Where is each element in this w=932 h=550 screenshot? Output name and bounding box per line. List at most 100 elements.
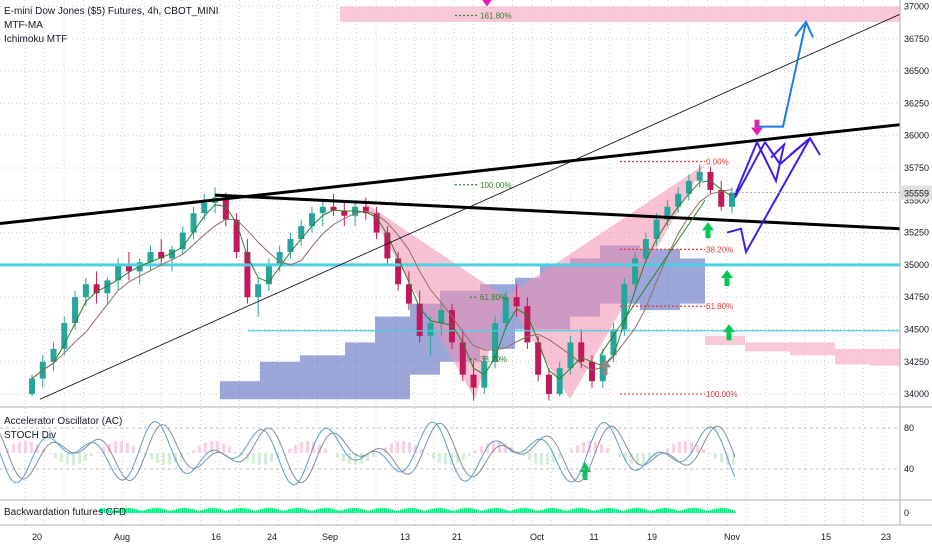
volume-bar xyxy=(550,508,552,513)
volume-bar xyxy=(354,508,356,513)
volume-bar xyxy=(482,510,484,513)
ac-histogram-bar xyxy=(438,453,441,463)
volume-bar xyxy=(224,510,226,513)
volume-bar xyxy=(162,508,164,513)
ichimoku-cloud xyxy=(220,381,260,400)
volume-bar xyxy=(230,509,232,513)
volume-bar xyxy=(262,508,264,513)
volume-bar xyxy=(584,508,586,513)
indicator-mtf-ma[interactable]: MTF-MA xyxy=(4,20,43,31)
volume-bar xyxy=(388,508,390,513)
volume-bar xyxy=(358,508,360,513)
volume-bar xyxy=(170,510,172,513)
volume-bar xyxy=(718,508,720,513)
ac-histogram-bar xyxy=(420,449,423,453)
candle-body xyxy=(416,303,423,336)
ac-histogram-bar xyxy=(258,453,261,465)
volume-bar xyxy=(102,508,104,513)
volume-bar xyxy=(512,509,514,513)
ac-histogram-bar xyxy=(432,453,435,460)
ac-histogram-bar xyxy=(486,443,489,453)
volume-bar xyxy=(310,510,312,513)
volume-bar xyxy=(312,510,314,513)
gray-up-arrow-icon xyxy=(602,367,608,376)
ichimoku-cloud xyxy=(300,355,345,400)
volume-bar xyxy=(600,509,602,513)
volume-bar xyxy=(380,508,382,513)
volume-pane-label[interactable]: Backwardation futures CFD xyxy=(4,507,127,518)
volume-bar xyxy=(624,510,626,513)
volume-bar xyxy=(522,508,524,513)
volume-bar xyxy=(238,508,240,513)
volume-bar xyxy=(644,509,646,513)
time-tick-label: Nov xyxy=(724,532,741,542)
volume-bar xyxy=(656,509,658,513)
volume-bar xyxy=(176,509,178,513)
ac-histogram-bar xyxy=(576,445,579,453)
volume-bar xyxy=(560,509,562,513)
volume-bar xyxy=(100,508,102,513)
candle-body xyxy=(29,378,35,395)
oscillator-stoch-label[interactable]: STOCH Div xyxy=(4,430,57,441)
projection-path-blue xyxy=(757,20,814,128)
volume-bar xyxy=(270,508,272,513)
indicator-ichimoku[interactable]: Ichimoku MTF xyxy=(4,34,68,45)
volume-bar xyxy=(392,509,394,513)
volume-bar xyxy=(426,510,428,513)
volume-bar xyxy=(246,508,248,513)
ac-histogram-bar xyxy=(366,453,369,462)
volume-bar xyxy=(222,509,224,513)
volume-bar xyxy=(468,508,470,513)
ac-histogram-bar xyxy=(30,442,33,453)
candle-body xyxy=(535,342,542,375)
ac-histogram-bar xyxy=(594,441,597,453)
future-cloud xyxy=(835,348,870,365)
volume-bar xyxy=(146,509,148,513)
candle-body xyxy=(373,213,380,233)
ichimoku-cloud xyxy=(260,361,300,400)
volume-bar xyxy=(410,508,412,513)
projection-path-zigzag xyxy=(734,139,786,196)
ac-histogram-bar xyxy=(342,453,345,462)
ac-histogram-bar xyxy=(354,453,357,465)
ac-histogram-bar xyxy=(72,453,75,465)
volume-bar xyxy=(568,510,570,513)
ac-histogram-bar xyxy=(114,441,117,453)
ac-histogram-bar xyxy=(210,441,213,453)
candle-body xyxy=(190,213,197,233)
price-tick-label: 35000 xyxy=(904,260,929,270)
candle-body xyxy=(72,297,79,324)
long-trend-line xyxy=(39,13,901,400)
volume-bar xyxy=(164,509,166,513)
volume-bar xyxy=(150,508,152,513)
volume-bar xyxy=(298,508,300,513)
volume-bar xyxy=(484,509,486,513)
volume-bar xyxy=(158,508,160,513)
volume-bar xyxy=(174,509,176,513)
candle-body xyxy=(233,219,240,252)
volume-bar xyxy=(374,509,376,513)
volume-bar xyxy=(680,510,682,513)
candle-body xyxy=(276,251,283,265)
volume-bar xyxy=(186,508,188,513)
volume-bar xyxy=(586,508,588,513)
volume-bar xyxy=(154,508,156,513)
volume-bar xyxy=(422,510,424,513)
volume-bar xyxy=(528,508,530,513)
ac-histogram-bar xyxy=(558,453,561,459)
volume-bar xyxy=(508,510,510,513)
candle-body xyxy=(696,171,703,181)
price-tick-label: 36750 xyxy=(904,34,929,44)
volume-bar xyxy=(642,508,644,513)
ac-histogram-bar xyxy=(702,449,705,453)
volume-bar xyxy=(282,510,284,513)
volume-bar xyxy=(556,508,558,513)
volume-bar xyxy=(502,508,504,513)
volume-bar xyxy=(236,508,238,513)
ac-histogram-bar xyxy=(180,453,183,460)
volume-bar xyxy=(234,508,236,513)
oscillator-ac-label[interactable]: Accelerator Oscillator (AC) xyxy=(4,416,123,427)
ac-histogram-bar xyxy=(174,453,177,463)
volume-bar xyxy=(448,509,450,513)
